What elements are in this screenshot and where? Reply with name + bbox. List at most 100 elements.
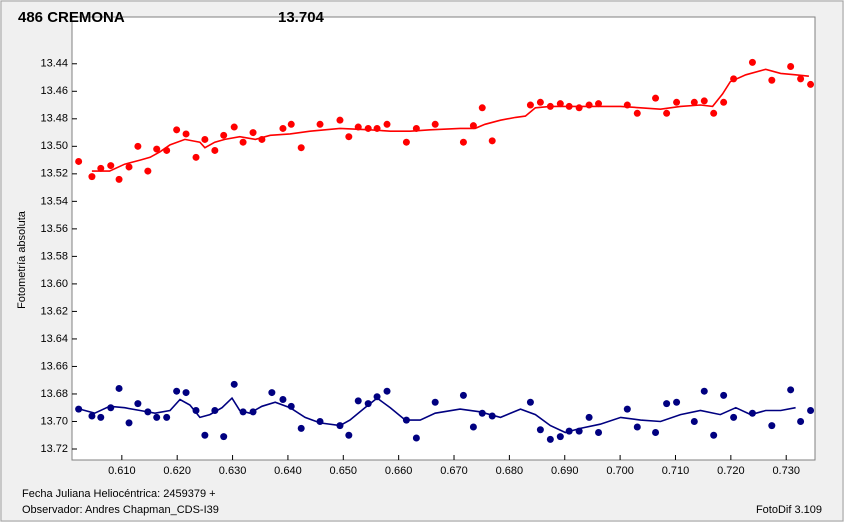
data-point [201,135,209,143]
data-point [412,434,420,442]
data-point [526,398,534,406]
data-point [526,101,534,109]
data-point [107,162,115,170]
data-point [807,406,815,414]
trend-line [79,396,796,434]
data-point [97,413,105,421]
data-point [478,104,486,112]
data-point [268,389,276,397]
data-point [134,400,142,408]
data-point [633,423,641,431]
x-tick-label: 0.640 [274,465,302,477]
data-point [768,422,776,430]
data-point [316,120,324,128]
data-point [192,406,200,414]
data-point [345,133,353,141]
data-point [710,431,718,439]
data-point [623,405,631,413]
y-tick-label: 13.56 [40,223,68,235]
data-point [345,431,353,439]
data-point [75,405,83,413]
y-tick-label: 13.64 [40,333,68,345]
data-point [700,387,708,395]
data-point [97,164,105,172]
data-point [383,120,391,128]
data-point [201,431,209,439]
data-point [125,163,133,171]
data-point [633,109,641,117]
data-point [673,98,681,106]
chart-subtitle: 13.704 [278,9,325,26]
data-point [287,120,295,128]
data-point [75,157,83,165]
data-point [163,413,171,421]
data-point [211,146,219,154]
data-point [575,104,583,112]
plot-area [71,16,816,461]
x-tick-label: 0.680 [496,465,524,477]
data-point [279,124,287,132]
data-point [249,129,257,137]
data-point [220,433,228,441]
data-point [690,98,698,106]
data-point [115,384,123,392]
y-axis-label: Fotometría absoluta [16,210,28,309]
x-tick-label: 0.730 [772,465,800,477]
data-point [720,391,728,399]
data-point [239,138,247,146]
y-tick-label: 13.50 [40,140,68,152]
data-point [230,123,238,131]
data-point [710,109,718,117]
y-tick-label: 13.70 [40,415,68,427]
data-point [115,175,123,183]
chart-title: 486 CREMONA [18,9,125,26]
data-point [431,120,439,128]
x-tick-label: 0.690 [551,465,579,477]
data-point [748,58,756,66]
data-point [383,387,391,395]
data-point [663,400,671,408]
x-tick-label: 0.650 [330,465,358,477]
data-point [652,428,660,436]
data-point [173,126,181,134]
data-point [279,395,287,403]
data-point [807,80,815,88]
data-point [546,435,554,443]
data-point [173,387,181,395]
trend-line [91,68,809,172]
y-tick-label: 13.44 [40,58,68,70]
data-point [797,75,805,83]
y-tick-label: 13.60 [40,278,68,290]
data-point [88,173,96,181]
data-point [595,100,603,108]
data-point [690,417,698,425]
data-point [192,153,200,161]
data-point [336,116,344,124]
x-tick-label: 0.720 [717,465,745,477]
data-point [595,428,603,436]
data-point [768,76,776,84]
observer: Observador: Andres Chapman_CDS-I39 [22,504,219,516]
data-point [144,167,152,175]
data-point [459,138,467,146]
x-tick-label: 0.660 [385,465,413,477]
y-tick-label: 13.62 [40,305,68,317]
data-point [297,144,305,152]
x-tick-label: 0.620 [163,465,191,477]
data-point [431,398,439,406]
data-point [469,122,477,130]
x-tick-label: 0.610 [108,465,136,477]
x-tick-label: 0.710 [662,465,690,477]
y-tick-label: 13.48 [40,113,68,125]
data-point [797,417,805,425]
data-point [153,413,161,421]
y-tick-label: 13.52 [40,168,68,180]
data-point [730,413,738,421]
software: FotoDif 3.109 [756,504,822,516]
data-point [585,101,593,109]
data-point [364,124,372,132]
data-point [787,386,795,394]
y-tick-label: 13.54 [40,195,68,207]
x-tick-label: 0.670 [440,465,468,477]
